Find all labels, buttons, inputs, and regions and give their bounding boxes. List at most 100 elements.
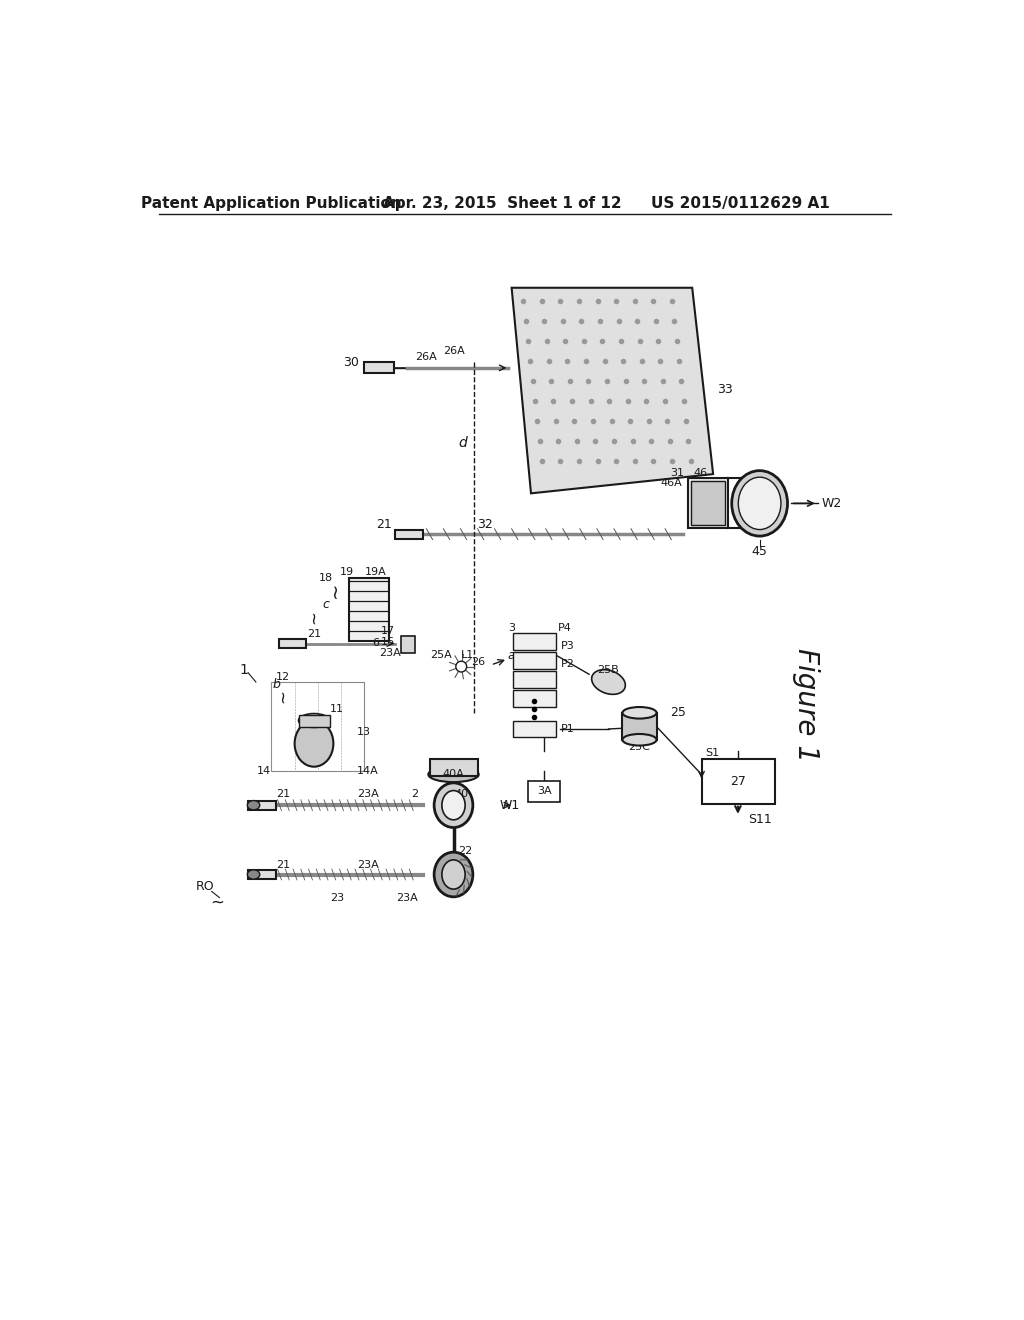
Text: W1: W1	[500, 799, 520, 812]
Text: 13: 13	[356, 727, 371, 737]
Text: 26: 26	[471, 657, 485, 667]
Text: Figure 1: Figure 1	[793, 648, 820, 762]
Text: 25B: 25B	[598, 665, 620, 675]
Bar	[400, 636, 415, 653]
Text: 1: 1	[240, 664, 249, 677]
Text: 23A: 23A	[379, 648, 400, 657]
Text: 40A: 40A	[442, 770, 464, 779]
Text: 23A: 23A	[357, 789, 379, 800]
Text: ~: ~	[210, 894, 224, 912]
Text: 46A: 46A	[660, 478, 682, 488]
Text: 3A: 3A	[537, 787, 552, 796]
Text: 25A: 25A	[430, 649, 452, 660]
Text: P1: P1	[560, 723, 574, 734]
Ellipse shape	[623, 708, 656, 718]
Bar	[623, 713, 656, 739]
Text: 26A: 26A	[416, 352, 437, 362]
Bar	[271, 682, 365, 771]
Bar	[430, 759, 478, 776]
Text: P2: P2	[560, 659, 574, 668]
Text: 31: 31	[671, 469, 684, 478]
Text: 6: 6	[373, 639, 380, 648]
Bar	[248, 870, 276, 879]
Text: 14: 14	[257, 766, 271, 776]
Circle shape	[456, 661, 467, 672]
Bar	[528, 780, 560, 803]
Text: ~: ~	[274, 689, 292, 702]
Text: L1: L1	[461, 649, 474, 660]
Bar	[365, 363, 394, 374]
Ellipse shape	[295, 721, 334, 767]
Text: 21: 21	[275, 861, 290, 870]
Ellipse shape	[442, 859, 465, 890]
Ellipse shape	[623, 734, 656, 746]
Text: Patent Application Publication: Patent Application Publication	[141, 195, 401, 211]
Ellipse shape	[428, 767, 478, 781]
Text: 25: 25	[671, 706, 686, 719]
Text: 2: 2	[412, 789, 419, 800]
Text: 21: 21	[307, 630, 322, 639]
Text: ~: ~	[305, 610, 323, 623]
Text: 23A: 23A	[357, 861, 379, 870]
Polygon shape	[512, 288, 713, 494]
Bar	[299, 715, 330, 726]
Text: 14A: 14A	[356, 766, 379, 776]
Text: b: b	[272, 677, 281, 690]
Bar	[513, 632, 556, 649]
Text: Apr. 23, 2015  Sheet 1 of 12: Apr. 23, 2015 Sheet 1 of 12	[383, 195, 622, 211]
Text: 16: 16	[381, 638, 394, 647]
Text: c: c	[323, 598, 329, 611]
Bar	[513, 671, 556, 688]
Bar	[687, 478, 728, 528]
Text: 40: 40	[455, 789, 468, 800]
Text: P3: P3	[560, 640, 574, 651]
Text: S11: S11	[748, 813, 772, 825]
Text: P4: P4	[558, 623, 572, 634]
Text: 46: 46	[693, 469, 708, 478]
Ellipse shape	[442, 791, 465, 820]
Ellipse shape	[299, 714, 330, 727]
Text: d: d	[458, 437, 467, 450]
Text: 19A: 19A	[366, 566, 387, 577]
Text: S1: S1	[706, 748, 720, 758]
Bar	[701, 759, 775, 804]
Bar	[690, 480, 725, 525]
Bar	[394, 529, 423, 539]
Text: 25C: 25C	[629, 742, 650, 752]
Text: 23: 23	[330, 892, 344, 903]
Ellipse shape	[592, 669, 626, 694]
Text: a: a	[508, 648, 515, 661]
Text: 32: 32	[476, 519, 493, 532]
Text: 21: 21	[376, 517, 391, 531]
Bar	[513, 721, 556, 738]
Text: 18: 18	[318, 573, 333, 583]
Bar	[513, 690, 556, 708]
Text: W2: W2	[821, 496, 842, 510]
Ellipse shape	[248, 870, 260, 879]
Text: 12: 12	[275, 672, 290, 681]
Bar	[513, 652, 556, 669]
Text: 23A: 23A	[396, 892, 418, 903]
Text: 21: 21	[275, 789, 290, 800]
Ellipse shape	[434, 853, 473, 896]
Text: RO: RO	[197, 879, 215, 892]
Ellipse shape	[738, 478, 781, 529]
Text: 19: 19	[340, 566, 353, 577]
Bar	[349, 578, 389, 642]
Text: 11: 11	[331, 704, 344, 714]
Text: 3: 3	[509, 623, 515, 634]
Bar	[248, 800, 276, 810]
Text: 33: 33	[717, 383, 733, 396]
Text: 27: 27	[730, 775, 745, 788]
Text: 45: 45	[752, 545, 768, 557]
Ellipse shape	[248, 800, 260, 810]
Text: US 2015/0112629 A1: US 2015/0112629 A1	[651, 195, 829, 211]
Text: ~: ~	[326, 581, 344, 598]
Ellipse shape	[732, 471, 787, 536]
Text: 22: 22	[458, 846, 472, 857]
Bar	[280, 639, 306, 648]
Text: 30: 30	[343, 356, 359, 370]
Ellipse shape	[434, 783, 473, 828]
Text: 26A: 26A	[442, 346, 464, 356]
Text: 17: 17	[381, 626, 394, 636]
